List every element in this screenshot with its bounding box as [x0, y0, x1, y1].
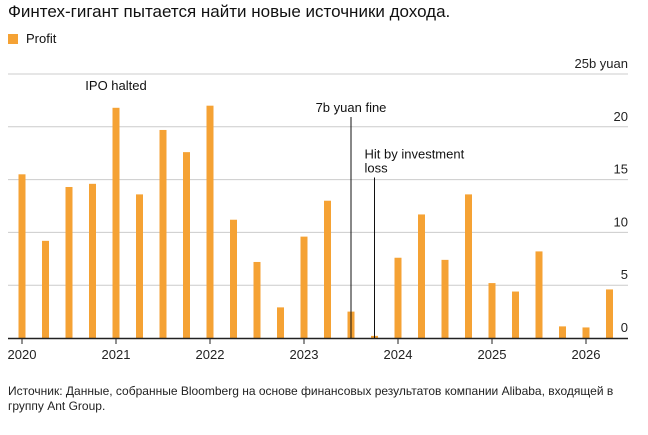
chart-title: Финтех-гигант пытается найти новые источ… — [8, 2, 451, 21]
bar — [465, 194, 472, 338]
x-tick-label: 2024 — [384, 347, 413, 362]
bar — [253, 261, 261, 338]
bar-chart: 0 5 10 15 20 25b yuan 2020 2021 2022 2023 2024 2025… — [8, 56, 629, 362]
bar — [230, 219, 237, 338]
bar — [159, 129, 167, 338]
bar — [18, 174, 26, 338]
y-tick-label: 25b yuan — [575, 56, 629, 71]
annotation-label: Hit by investment — [365, 146, 465, 161]
bar — [441, 259, 449, 338]
bar — [488, 283, 496, 338]
annotation-label: 7b yuan fine — [316, 100, 387, 115]
source-note: Источник: Данные, собранные Bloomberg на… — [8, 384, 614, 413]
bar — [89, 183, 96, 338]
bar — [42, 240, 49, 338]
legend: Profit — [8, 31, 56, 46]
legend-label-profit: Profit — [26, 31, 57, 46]
x-tick-label: 2022 — [196, 347, 225, 362]
x-tick-label: 2025 — [478, 347, 507, 362]
y-tick-label: 15 — [614, 162, 628, 177]
bar — [206, 105, 214, 339]
bar — [418, 214, 425, 338]
bar — [183, 152, 190, 338]
x-tick-label: 2021 — [102, 347, 131, 362]
bar — [324, 200, 331, 338]
x-tick-label: 2020 — [8, 347, 37, 362]
y-tick-label: 0 — [621, 320, 628, 335]
bar — [582, 327, 590, 338]
y-tick-label: 20 — [614, 109, 628, 124]
annotation-label: loss — [365, 160, 389, 175]
bar — [559, 326, 566, 338]
x-tick-label: 2026 — [572, 347, 601, 362]
bar — [512, 291, 519, 338]
bar — [136, 194, 143, 338]
y-tick-label: 5 — [621, 267, 628, 282]
legend-swatch-profit — [8, 33, 18, 44]
annotation-label: IPO halted — [85, 78, 146, 93]
bar — [112, 107, 120, 339]
bar — [606, 289, 613, 338]
bar — [394, 257, 402, 338]
bar — [300, 236, 308, 338]
bar — [65, 186, 73, 338]
bar — [535, 251, 543, 338]
bar — [277, 307, 284, 338]
x-tick-label: 2023 — [290, 347, 319, 362]
y-tick-label: 10 — [614, 214, 628, 229]
